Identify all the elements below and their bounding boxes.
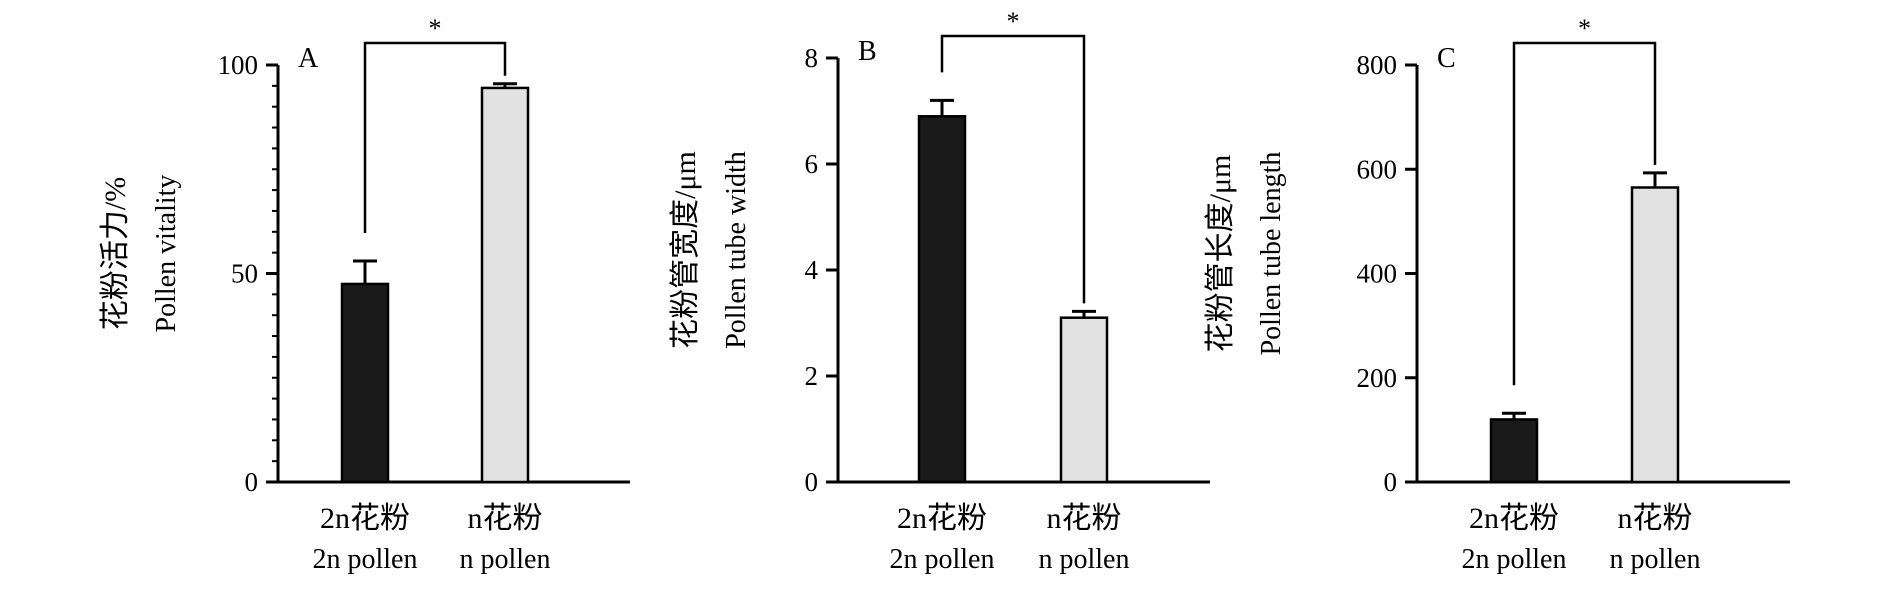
y-tick-label: 100 [218, 50, 259, 80]
x-category-label-cn: n花粉 [1047, 502, 1122, 535]
x-category-label-en: n pollen [1610, 544, 1701, 575]
bar [1059, 316, 1109, 484]
y-tick-label: 400 [1357, 259, 1398, 289]
significance-bracket [1512, 41, 1657, 386]
y-tick-label: 0 [1384, 467, 1398, 497]
y-tick-label: 0 [245, 467, 259, 497]
y-axis-label-cn: 花粉管长度/μm [1204, 155, 1237, 353]
y-tick-label: 6 [805, 149, 819, 179]
chart-panel-a: 0 50 100 A 花粉活力/% Pollen vitality 2n花粉 2n polle… [99, 14, 630, 575]
panel-label: B [858, 36, 877, 67]
y-axis-label-en: Pollen tube width [721, 151, 752, 349]
y-axis-label-cn: 花粉管宽度/μm [669, 151, 702, 349]
bar [917, 115, 967, 484]
y-tick-label: 50 [231, 259, 258, 289]
significance-marker: * [429, 14, 442, 43]
y-tick-label: 4 [805, 255, 819, 285]
panel-label: C [1437, 43, 1456, 74]
x-category-label-en: 2n pollen [890, 544, 995, 575]
y-tick-label: 600 [1357, 154, 1398, 184]
significance-marker: * [1007, 7, 1020, 36]
significance-bracket [363, 41, 507, 233]
significance-marker: * [1578, 14, 1591, 43]
y-axis-label-en: Pollen vitality [151, 175, 182, 333]
y-axis-label-en: Pollen tube length [1256, 152, 1287, 356]
x-category-label-en: 2n pollen [1462, 544, 1567, 575]
panel-label: A [298, 43, 319, 74]
y-axis-label-cn: 花粉活力/% [99, 177, 132, 330]
x-category-label-cn: 2n花粉 [320, 502, 410, 535]
y-tick-label: 8 [805, 43, 819, 73]
x-category-label-en: n pollen [460, 544, 551, 575]
x-category-label-cn: n花粉 [1618, 502, 1693, 535]
x-category-label-en: n pollen [1039, 544, 1130, 575]
x-category-label-cn: n花粉 [468, 502, 543, 535]
significance-bracket [940, 34, 1086, 304]
chart-panel-b: 0 2 4 6 8 B 花粉管宽度/μm Pollen tube width 2n花粉 2n po… [669, 7, 1210, 575]
x-category-label-cn: 2n花粉 [1469, 502, 1559, 535]
y-tick-label: 800 [1357, 50, 1398, 80]
bar [340, 282, 390, 484]
y-tick-label: 200 [1357, 363, 1398, 393]
y-tick-label: 0 [805, 467, 819, 497]
bar [480, 86, 530, 484]
x-category-label-en: 2n pollen [313, 544, 418, 575]
chart-panel-c: 0 200 400 600 800 C 花粉管长度/μm Pollen tube length… [1204, 14, 1790, 575]
x-category-label-cn: 2n花粉 [897, 502, 987, 535]
bar [1630, 186, 1680, 484]
bar [1489, 418, 1539, 484]
y-tick-label: 2 [805, 361, 819, 391]
